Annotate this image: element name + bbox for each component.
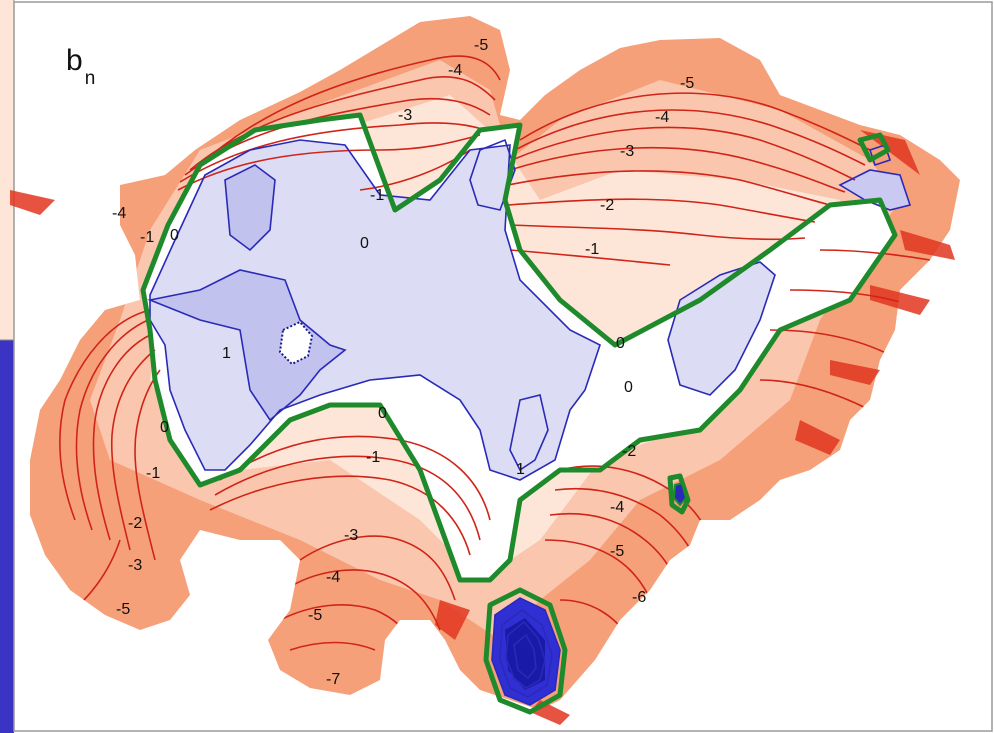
contour-label: -5 [308, 607, 322, 624]
contour-label: -6 [632, 589, 646, 606]
contour-label: 0 [170, 227, 179, 244]
contour-label: 1 [222, 345, 231, 362]
contour-label: 0 [624, 379, 633, 396]
contour-label: -3 [398, 107, 412, 124]
contour-label: 0 [160, 419, 169, 436]
contour-label: -4 [610, 499, 624, 516]
east-accumulation [840, 170, 910, 210]
inset-frame [0, 0, 14, 340]
contour-label: -2 [622, 443, 636, 460]
contour-label: -1 [370, 187, 384, 204]
contour-label: -2 [128, 515, 142, 532]
contour-label: -4 [112, 205, 126, 222]
contour-labels: -5 -4 -3 -1 0 -5 -4 -3 -2 -1 0 -4 -1 0 1… [112, 37, 694, 688]
contour-label: -1 [140, 229, 154, 246]
contour-label: -7 [326, 671, 340, 688]
accumulation-zone-dark [225, 165, 275, 250]
south-outlet-core [505, 618, 545, 690]
zero-contours [140, 112, 898, 715]
panel-label-main: b [66, 44, 83, 77]
positive-contours [147, 138, 912, 706]
contour-label: -4 [448, 62, 462, 79]
left-blue-frame [0, 340, 14, 733]
contour-label: -5 [474, 37, 488, 54]
contour-label: -1 [366, 449, 380, 466]
contour-label: -4 [326, 569, 340, 586]
contour-label: 0 [616, 335, 625, 352]
contour-label: -1 [585, 241, 599, 258]
panel-label: bn [66, 44, 95, 90]
contour-label: -4 [655, 109, 669, 126]
panel-label-sub: n [84, 68, 96, 89]
contour-label: -1 [146, 465, 160, 482]
contour-label: -2 [600, 197, 614, 214]
contour-label: -5 [116, 601, 130, 618]
accumulation-zone-dark2 [150, 270, 345, 420]
panel-frame [13, 1, 993, 732]
contour-label: -3 [620, 143, 634, 160]
contour-label: 0 [360, 235, 369, 252]
glacier-fringe [10, 130, 955, 725]
contour-label: 1 [516, 461, 525, 478]
contour-label: -5 [610, 543, 624, 560]
accumulation-zone-east [668, 262, 775, 395]
contour-label: -3 [128, 557, 142, 574]
summit-marker [278, 320, 314, 366]
east-peak-marker [672, 481, 688, 507]
contour-label: -3 [344, 527, 358, 544]
contour-label: -5 [680, 75, 694, 92]
contour-label: 0 [378, 405, 387, 422]
